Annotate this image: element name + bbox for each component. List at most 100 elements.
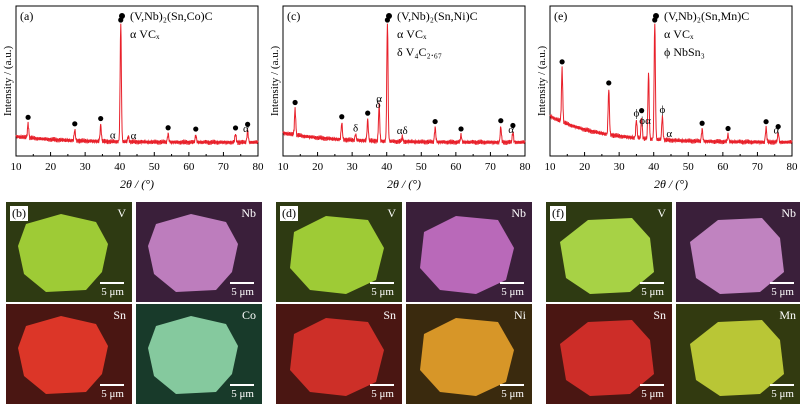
scale-bar-line	[500, 384, 524, 386]
particle-blob	[18, 316, 108, 394]
x-tick-label: 40	[648, 161, 660, 173]
panel-tag: (a)	[20, 9, 33, 23]
particle-shape	[560, 320, 654, 396]
particle-shape	[690, 320, 784, 396]
x-axis-label: 2θ / (°)	[120, 177, 154, 191]
x-axis-label: 2θ / (°)	[654, 177, 688, 191]
particle-shape	[420, 216, 514, 294]
legend-entry: δ V₄C₂.₆₇	[397, 45, 442, 59]
y-axis-label: Intensity / (a.u.)	[536, 46, 548, 117]
particle-shape	[690, 218, 784, 294]
scale-bar: 5 μm	[770, 282, 794, 298]
xrd-chart-e: 10 20 30 40 50 60 70 80 2θ / (°) Intensity / (a.u…	[536, 5, 799, 191]
peak-marker-dot	[193, 126, 199, 132]
xrd-chart-c: 10 20 30 40 50 60 70 80 2θ / (°) Intensity / (a.u…	[269, 5, 532, 191]
particle-shape	[18, 316, 108, 394]
peak-marker-dot	[118, 17, 124, 23]
panel-tag: (b)	[10, 206, 28, 221]
particle-shape	[290, 216, 384, 294]
eds-map-tile-v: V 5 μm (d)	[276, 202, 402, 302]
particle-shape	[148, 316, 238, 394]
peak-marker-dot	[25, 114, 31, 120]
panel-tag: (f)	[550, 206, 566, 221]
scale-bar-line	[230, 282, 254, 284]
legend-entry: (V,Nb)₂(Sn,Mn)C	[664, 9, 749, 23]
scale-bar-label: 5 μm	[231, 286, 254, 298]
scale-bar-line	[640, 282, 664, 284]
element-label: Sn	[383, 308, 396, 322]
scale-bar-line	[770, 384, 794, 386]
legend-entry: (V,Nb)₂(Sn,Co)C	[130, 9, 213, 23]
xrd-panel-e: 10 20 30 40 50 60 70 80 2θ / (°) Intensity / (a.u…	[534, 0, 800, 200]
peak-marker-dot	[725, 125, 731, 132]
scale-bar: 5 μm	[100, 384, 124, 400]
scale-bar: 5 μm	[770, 384, 794, 400]
eds-map-tile-ni: Ni 5 μm	[406, 304, 532, 404]
xrd-chart-a: 10 20 30 40 50 60 70 80 2θ / (°) Intensity / (a.u…	[2, 5, 264, 191]
xrd-series-line	[549, 23, 793, 146]
scale-bar-label: 5 μm	[641, 388, 664, 400]
x-tick-label: 50	[416, 161, 428, 173]
legend-entry: ϕ NbSn₃	[664, 45, 705, 59]
panel-tag: (e)	[554, 9, 567, 23]
peak-marker-dot	[72, 121, 78, 127]
particle-blob	[148, 214, 238, 292]
x-tick-label: 30	[614, 161, 626, 173]
peak-marker-dot	[98, 115, 104, 122]
scale-bar-label: 5 μm	[771, 388, 794, 400]
element-label: V	[657, 206, 666, 220]
scale-bar-line	[500, 282, 524, 284]
x-axis-label: 2θ / (°)	[387, 177, 421, 191]
x-tick-label: 60	[717, 161, 729, 173]
xrd-series-line	[282, 23, 526, 146]
eds-map-tile-sn: Sn 5 μm	[276, 304, 402, 404]
eds-map-tile-v: V 5 μm (b)	[6, 202, 132, 302]
particle-blob	[420, 318, 514, 396]
scale-bar: 5 μm	[500, 282, 524, 298]
scale-bar-label: 5 μm	[371, 286, 394, 298]
element-label: Nb	[781, 206, 796, 220]
peak-marker-dot	[165, 125, 171, 131]
legend-entry: α VCₓ	[130, 27, 160, 41]
xrd-panel-a: 10 20 30 40 50 60 70 80 2θ / (°) Intensity / (a.u…	[0, 0, 266, 200]
eds-map-group-b: V 5 μm (b) Nb 5 μm Sn 5 μm Co 5 μm	[6, 202, 262, 404]
peak-marker-dot	[339, 114, 345, 120]
scale-bar: 5 μm	[640, 282, 664, 298]
x-tick-label: 80	[520, 161, 532, 173]
peak-marker-label: δ	[375, 99, 380, 111]
peak-marker-label: δ	[353, 122, 358, 134]
scale-bar-line	[370, 282, 394, 284]
element-label: V	[387, 206, 396, 220]
peak-marker-label: ϕ	[659, 104, 665, 116]
particle-blob	[690, 218, 784, 294]
eds-map-tile-nb: Nb 5 μm	[676, 202, 800, 302]
x-tick-label: 70	[218, 161, 230, 173]
peak-marker-label: αδ	[397, 125, 408, 137]
peak-marker-label: α	[110, 130, 116, 142]
peak-marker-dot	[775, 123, 781, 130]
element-label: Sn	[113, 308, 126, 322]
particle-blob	[560, 218, 654, 294]
x-tick-label: 40	[114, 161, 126, 173]
scale-bar-label: 5 μm	[501, 388, 524, 400]
scale-bar-label: 5 μm	[641, 286, 664, 298]
eds-map-group-d: V 5 μm (d) Nb 5 μm Sn 5 μm Ni 5 μm	[276, 202, 532, 404]
x-tick-label: 70	[752, 161, 764, 173]
x-tick-label: 20	[579, 161, 591, 173]
peak-marker-dot	[365, 110, 371, 116]
particle-blob	[420, 216, 514, 294]
x-tick-label: 10	[11, 161, 23, 173]
x-tick-label: 80	[787, 161, 799, 173]
eds-map-group-f: V 5 μm (f) Nb 5 μm Sn 5 μm Mn 5 μm	[546, 202, 800, 404]
peak-marker-label: α	[774, 124, 780, 136]
x-tick-label: 40	[381, 161, 393, 173]
particle-blob	[560, 320, 654, 396]
peak-marker-dot	[432, 118, 438, 125]
peak-marker-dot	[606, 80, 612, 86]
panel-tag: (d)	[280, 206, 298, 221]
peak-marker-label: α	[243, 123, 249, 135]
eds-map-tile-nb: Nb 5 μm	[406, 202, 532, 302]
peak-marker-label: α	[376, 93, 382, 105]
x-tick-label: 50	[683, 161, 695, 173]
element-label: Co	[241, 308, 256, 322]
